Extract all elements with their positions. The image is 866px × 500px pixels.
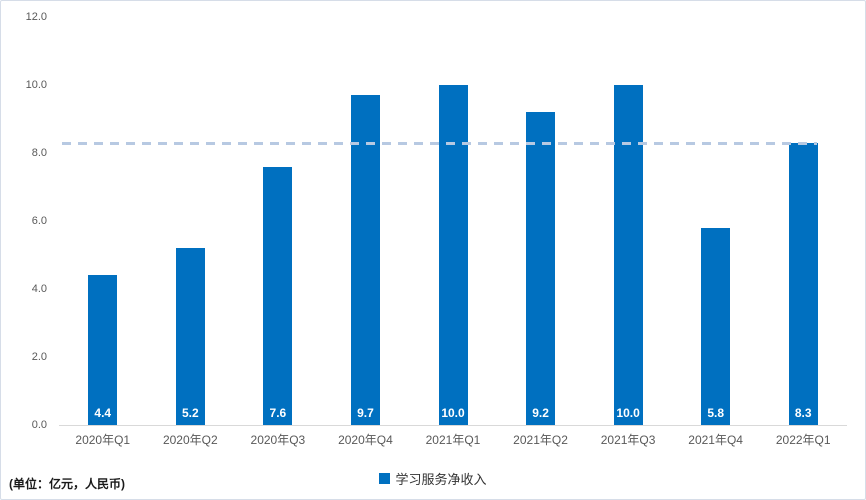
- legend-label: 学习服务净收入: [395, 472, 487, 487]
- y-tick-label: 0.0: [31, 419, 47, 431]
- bar-value-label: 10.0: [441, 406, 465, 420]
- bar-value-label: 4.4: [94, 406, 112, 420]
- bar-value-label: 9.2: [532, 406, 549, 420]
- bar: 9.2: [526, 112, 556, 425]
- y-tick-label: 8.0: [31, 147, 47, 159]
- bar: 8.3: [788, 142, 818, 425]
- bar-value-label: 5.2: [181, 406, 199, 420]
- bar-value-label: 10.0: [616, 406, 640, 420]
- x-category-label: 2022年Q1: [775, 433, 831, 447]
- bar: 10.0: [438, 85, 468, 425]
- bar: 5.8: [701, 227, 731, 425]
- y-tick-label: 2.0: [31, 351, 47, 363]
- x-category-label: 2020年Q1: [75, 433, 131, 447]
- bar: 10.0: [613, 85, 643, 425]
- x-category-label: 2021年Q2: [513, 433, 568, 447]
- bar-value-label: 9.7: [357, 406, 374, 420]
- y-tick-label: 12.0: [25, 11, 47, 23]
- y-tick-label: 10.0: [25, 79, 47, 91]
- y-tick-label: 6.0: [31, 215, 47, 227]
- bar: 9.7: [350, 95, 380, 425]
- x-category-label: 2020年Q2: [162, 433, 218, 447]
- bar: 5.2: [175, 248, 205, 425]
- x-category-label: 2020年Q3: [250, 433, 306, 447]
- x-category-label: 2021年Q4: [688, 433, 743, 447]
- y-tick-label: 4.0: [31, 283, 47, 295]
- bar: 4.4: [88, 275, 118, 425]
- x-category-label: 2021年Q3: [600, 433, 656, 447]
- plot-area: 4.4 5.2 7.6 9.7 10.0 9.2 10.0 5.8 8.3: [59, 17, 847, 425]
- x-axis-line: [59, 425, 847, 426]
- legend-swatch-icon: [379, 473, 391, 484]
- reference-dashed-line: [62, 141, 817, 145]
- bar: 7.6: [263, 166, 293, 425]
- bar-value-label: 7.6: [269, 406, 287, 420]
- bar-value-label: 5.8: [707, 406, 724, 420]
- bar-value-label: 8.3: [794, 406, 812, 420]
- x-category-label: 2021年Q1: [425, 433, 481, 447]
- legend: 学习服务净收入: [1, 469, 865, 488]
- x-category-label: 2020年Q4: [338, 433, 393, 447]
- unit-note: (单位：亿元，人民币): [9, 477, 125, 491]
